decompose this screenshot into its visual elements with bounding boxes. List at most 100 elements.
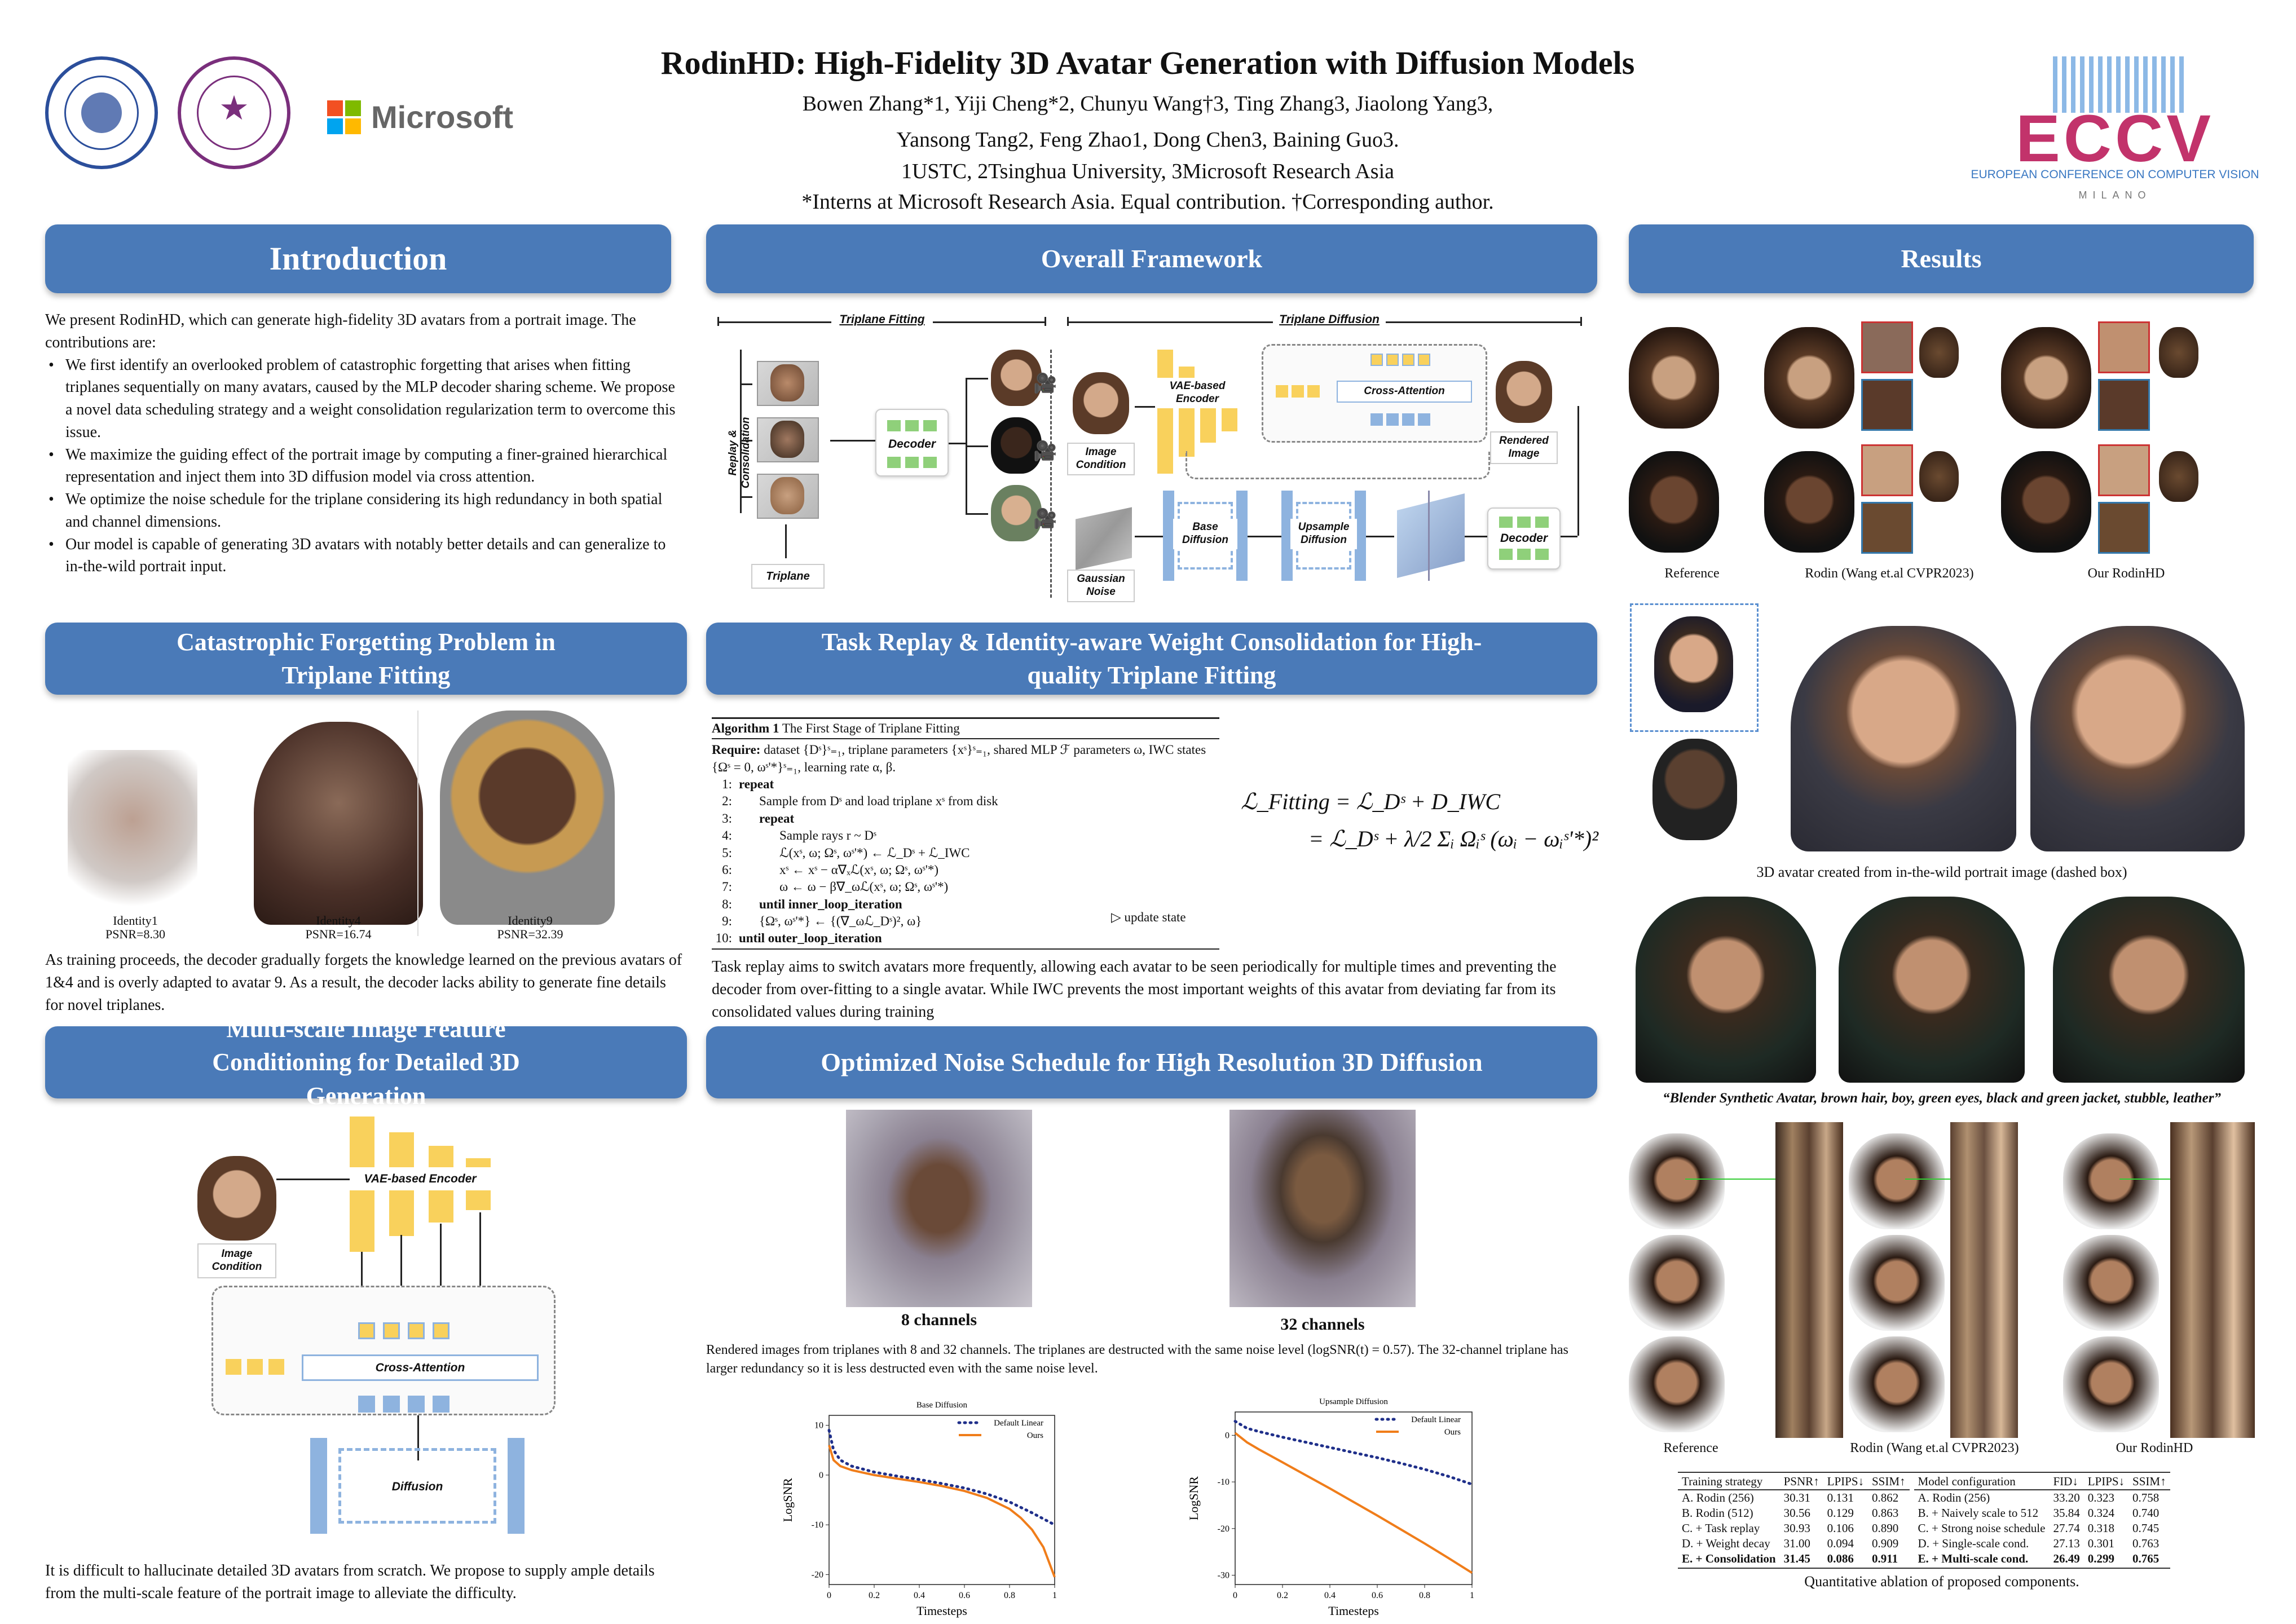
algo-line-number: 8: bbox=[722, 897, 732, 911]
algo-line: 9: {Ωˢ, ωˢ'*} ← {(∇_ωℒ_Dˢ)², ω} bbox=[712, 913, 1219, 930]
algo-line: 4: Sample rays r ~ Dˢ bbox=[712, 827, 1219, 844]
algo-line-number: 10: bbox=[715, 931, 732, 946]
inthewild-caption: 3D avatar created from in-the-wild portr… bbox=[1756, 864, 2127, 880]
ablation-table-model: Model configuration FID↓ LPIPS↓ SSIM↑ A. Rod… bbox=[1914, 1474, 2170, 1566]
table-cell: 27.74 bbox=[2053, 1521, 2080, 1535]
table-cell: 0.106 bbox=[1827, 1521, 1854, 1535]
algo-line-text: repeat bbox=[759, 811, 795, 826]
results-rodin2-label: Rodin (Wang et.al CVPR2023) bbox=[1850, 1441, 2019, 1455]
rendered-avatar-2 bbox=[991, 417, 1042, 474]
cross-attention-panel: Cross-Attention bbox=[1262, 344, 1487, 443]
table-cell: 30.93 bbox=[1783, 1521, 1810, 1535]
intro-bullet: We first identify an overlooked problem … bbox=[45, 354, 682, 444]
table-cell: 0.740 bbox=[2132, 1506, 2160, 1520]
algo-line: 7: ω ← ω − β∇_ωℒ(xˢ, ω; Ωˢ, ωˢ'*) bbox=[712, 879, 1219, 895]
x-tick-label: 0.6 bbox=[1372, 1591, 1383, 1600]
table-row: E. + Multi-scale cond. 26.49 0.299 0.765 bbox=[1914, 1551, 2170, 1566]
legend-label: Default Linear bbox=[1411, 1415, 1461, 1424]
fitting-equation-1: ℒ_Fitting = ℒ_Dˢ + D_IWC bbox=[1241, 789, 1501, 814]
identity4-label: Identity4 bbox=[316, 914, 361, 928]
decoder2-box: Decoder bbox=[1487, 508, 1561, 570]
banner-catastrophic: Catastrophic Forgetting Problem in Tripl… bbox=[45, 623, 687, 695]
x-tick-label: 0.8 bbox=[1004, 1591, 1015, 1600]
x-tick-label: 1 bbox=[1470, 1591, 1474, 1600]
vae-encoder-shape bbox=[1157, 350, 1242, 474]
multiscale-cross-panel bbox=[211, 1286, 556, 1415]
results-ours2-label: Our RodinHD bbox=[2116, 1441, 2193, 1455]
identity9-render bbox=[440, 710, 615, 925]
results-grid-top bbox=[1629, 316, 2255, 564]
table-cell: E. + Consolidation bbox=[1682, 1552, 1776, 1565]
algo-lines: 1: repeat 2: Sample from Dˢ and load tripla… bbox=[712, 776, 1219, 947]
banner-results: Results bbox=[1629, 224, 2254, 293]
eccv-skyline-icon bbox=[2053, 56, 2188, 113]
result-face bbox=[2001, 451, 2091, 553]
upsample-diffusion-chart: Upsample Diffusion 0 0.2 0.4 0.6 0.8 1 0 -10 -20 -… bbox=[1187, 1397, 1474, 1618]
catastrophic-figure: Identity1 PSNR=8.30 Identity4 PSNR=16.74… bbox=[45, 705, 688, 953]
output-triplane bbox=[1397, 493, 1465, 578]
camera-icon: 🎥 bbox=[1033, 509, 1057, 529]
table-cell: B. + Naively scale to 512 bbox=[1918, 1506, 2039, 1520]
chart-title: Base Diffusion bbox=[916, 1401, 968, 1410]
author-notes: *Interns at Microsoft Research Asia. Equ… bbox=[801, 190, 1494, 214]
result-face bbox=[2159, 327, 2198, 378]
table-cell: 0.745 bbox=[2132, 1521, 2160, 1535]
catastrophic-text: As training proceeds, the decoder gradua… bbox=[45, 951, 682, 1014]
label-cross-attention: Cross-Attention bbox=[1337, 381, 1472, 403]
authors-line2: Yansong Tang2, Feng Zhao1, Dong Chen3, B… bbox=[896, 128, 1399, 152]
x-tick-label: 0 bbox=[1233, 1591, 1237, 1600]
algo-line-text: until inner_loop_iteration bbox=[759, 897, 902, 911]
result-face bbox=[1629, 327, 1719, 429]
table-row: A. Rodin (256) 30.31 0.131 0.862 bbox=[1678, 1490, 1910, 1506]
y-tick-label: -20 bbox=[1218, 1524, 1229, 1534]
table-cell: C. + Strong noise schedule bbox=[1918, 1521, 2046, 1535]
algo-line: 2: Sample from Dˢ and load triplane xˢ fr… bbox=[712, 793, 1219, 810]
table-cell: 0.911 bbox=[1872, 1552, 1898, 1565]
prompt-avatar-1 bbox=[1636, 897, 1816, 1083]
chart-title: Upsample Diffusion bbox=[1319, 1397, 1388, 1406]
table-cell: D. + Single-scale cond. bbox=[1918, 1537, 2029, 1550]
table-cell: 30.56 bbox=[1783, 1506, 1810, 1520]
algo-line-number: 1: bbox=[722, 777, 732, 792]
algo-line-number: 9: bbox=[722, 914, 732, 928]
label-triplane-diffusion: Triplane Diffusion bbox=[1273, 312, 1386, 327]
result-face bbox=[1629, 451, 1719, 553]
multiscale-cross-label: Cross-Attention bbox=[302, 1354, 539, 1382]
table-row: E. + Consolidation 31.45 0.086 0.911 bbox=[1678, 1551, 1910, 1566]
algo-line-text: Sample rays r ~ Dˢ bbox=[779, 828, 876, 843]
y-axis-label: LogSNR bbox=[781, 1478, 795, 1522]
fitting-equation-2: = ℒ_Dˢ + λ/2 Σᵢ Ωᵢˢ (ωᵢ − ωᵢˢ'*)² bbox=[1308, 826, 1599, 851]
result-face bbox=[2159, 451, 2198, 502]
table-cell: 0.763 bbox=[2132, 1537, 2160, 1550]
algo-title: Algorithm 1 bbox=[712, 721, 779, 735]
label-rendered-image: Rendered Image bbox=[1490, 431, 1558, 464]
results-rodin-label: Rodin (Wang et.al CVPR2023) bbox=[1805, 566, 1974, 581]
identity1-psnr: PSNR=8.30 bbox=[105, 927, 165, 941]
identity1-render bbox=[68, 750, 197, 925]
x-tick-label: 0.2 bbox=[1277, 1591, 1288, 1600]
label-gaussian-noise: Gaussian Noise bbox=[1067, 570, 1135, 602]
x-axis-label: Timesteps bbox=[916, 1604, 967, 1618]
prompt-avatar-3 bbox=[2053, 897, 2245, 1083]
results-reference2-label: Reference bbox=[1663, 1441, 1718, 1455]
label-vae-encoder: VAE-based Encoder bbox=[1155, 378, 1240, 408]
authors-line1: Bowen Zhang*1, Yiji Cheng*2, Chunyu Wang… bbox=[802, 92, 1493, 116]
gaussian-noise-cube bbox=[1076, 507, 1132, 570]
table-cell: 0.301 bbox=[2087, 1537, 2114, 1550]
rendered-avatar-3 bbox=[991, 485, 1042, 541]
noise-img-8ch bbox=[846, 1110, 1032, 1307]
table-row: C. + Task replay 30.93 0.106 0.890 bbox=[1678, 1521, 1910, 1536]
table-cell: 0.318 bbox=[2087, 1521, 2114, 1535]
algo-line: 1: repeat bbox=[712, 776, 1219, 793]
algo-line: 3: repeat bbox=[712, 810, 1219, 827]
series-line-default-linear bbox=[1233, 1420, 1474, 1486]
table-cell: 33.20 bbox=[2053, 1491, 2080, 1504]
eccv-sub: EUROPEAN CONFERENCE ON COMPUTER VISION bbox=[1971, 168, 2259, 181]
x-tick-label: 1 bbox=[1052, 1591, 1057, 1600]
series-line-ours bbox=[1234, 1432, 1473, 1574]
chart-frame bbox=[829, 1415, 1055, 1585]
table-row: B. + Naively scale to 512 35.84 0.324 0.740 bbox=[1914, 1506, 2170, 1521]
table-cell: 0.129 bbox=[1827, 1506, 1854, 1520]
results-ours-label: Our RodinHD bbox=[2087, 566, 2165, 581]
table-cell: E. + Multi-scale cond. bbox=[1918, 1552, 2029, 1565]
